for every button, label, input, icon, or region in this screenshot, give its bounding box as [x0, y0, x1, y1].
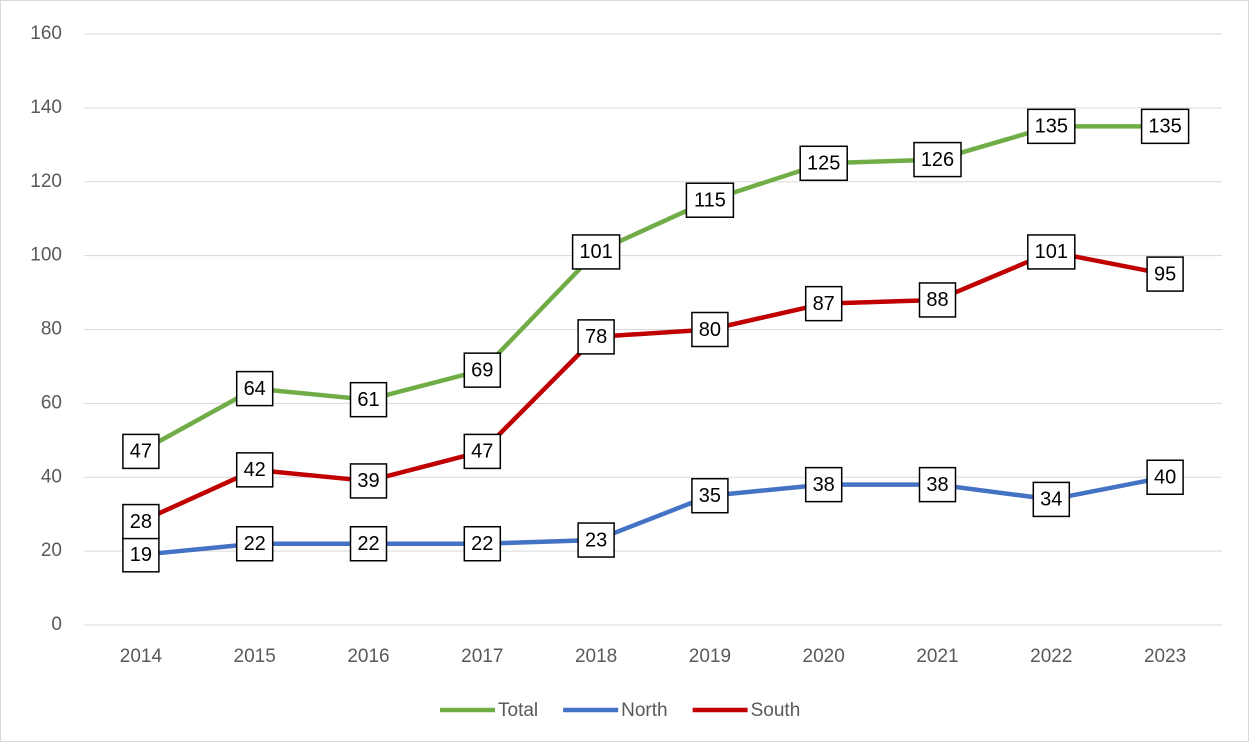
data-label-box: [122, 433, 160, 470]
x-tick-label: 2019: [689, 646, 731, 667]
data-label-box: [804, 285, 843, 322]
data-label: 135: [1035, 116, 1068, 138]
data-label: 34: [1040, 489, 1062, 511]
x-tick-label: 2020: [803, 646, 845, 667]
data-label: 95: [1154, 263, 1176, 285]
legend-label: North: [621, 700, 667, 721]
data-label: 39: [357, 470, 379, 492]
data-label: 22: [244, 533, 266, 555]
data-label-box: [349, 463, 388, 499]
data-label-box: [122, 503, 160, 540]
x-tick-label: 2021: [916, 646, 958, 667]
data-label-box: [122, 537, 160, 573]
data-label-box: [1146, 256, 1184, 292]
y-tick-label: 60: [41, 392, 62, 413]
data-label-box: [235, 452, 274, 488]
data-label-box: [235, 370, 274, 407]
data-label-box: [1140, 108, 1190, 145]
data-label-box: [918, 466, 957, 503]
x-tick-label: 2017: [461, 646, 503, 667]
data-label: 28: [130, 511, 152, 533]
y-tick-label: 100: [30, 245, 62, 266]
data-label-box: [235, 525, 274, 562]
data-label: 69: [471, 359, 493, 381]
data-label-box: [349, 381, 388, 418]
data-label: 101: [579, 241, 612, 263]
data-label-box: [691, 311, 729, 348]
series-line: [138, 124, 1168, 454]
y-tick-label: 140: [30, 97, 62, 118]
data-label: 87: [813, 293, 835, 315]
y-tick-label: 0: [51, 614, 62, 635]
data-label-box: [1146, 459, 1184, 495]
data-label-box: [463, 352, 502, 388]
y-tick-label: 120: [30, 171, 62, 192]
data-label: 23: [585, 529, 607, 551]
x-tick-label: 2014: [120, 646, 163, 667]
series-line: [138, 475, 1168, 558]
data-label-box: [1027, 108, 1076, 145]
data-label-box: [349, 525, 388, 562]
data-label: 35: [699, 485, 721, 507]
data-label: 38: [926, 474, 948, 496]
data-label: 22: [357, 533, 379, 555]
data-label-box: [685, 182, 735, 218]
data-label-box: [571, 234, 621, 270]
legend-label: Total: [498, 700, 538, 721]
data-label-box: [913, 141, 962, 178]
data-label: 42: [244, 459, 266, 481]
data-label-box: [577, 319, 615, 355]
series-line: [138, 249, 1168, 524]
x-tick-label: 2022: [1030, 646, 1072, 667]
x-tick-label: 2015: [234, 646, 276, 667]
y-tick-label: 160: [30, 23, 62, 44]
data-label: 80: [699, 319, 721, 341]
data-label: 19: [130, 544, 152, 566]
y-tick-label: 40: [41, 466, 62, 487]
data-label: 40: [1154, 467, 1176, 489]
data-label-box: [1027, 234, 1076, 270]
data-label-box: [918, 282, 957, 318]
data-label-box: [463, 433, 502, 470]
x-tick-label: 2023: [1144, 646, 1186, 667]
data-label-box: [1032, 481, 1071, 518]
data-label-box: [691, 477, 729, 514]
data-label: 78: [585, 326, 607, 348]
data-label-box: [804, 466, 843, 503]
data-label: 47: [471, 441, 493, 463]
data-label: 88: [926, 289, 948, 311]
legend-label: South: [751, 700, 801, 721]
data-label: 61: [357, 389, 379, 411]
data-label: 38: [813, 474, 835, 496]
x-tick-label: 2018: [575, 646, 617, 667]
x-tick-label: 2016: [347, 646, 389, 667]
data-label: 22: [471, 533, 493, 555]
data-label: 115: [694, 190, 726, 212]
y-tick-label: 80: [41, 319, 62, 340]
data-label: 126: [921, 149, 954, 171]
data-label: 47: [130, 441, 152, 463]
data-label: 135: [1148, 116, 1181, 138]
data-label-box: [463, 525, 502, 562]
y-tick-label: 20: [41, 540, 62, 561]
data-label: 101: [1035, 241, 1068, 263]
data-label: 64: [244, 378, 266, 400]
data-label-box: [577, 522, 615, 558]
data-label: 125: [807, 153, 840, 175]
data-label-box: [799, 145, 848, 182]
